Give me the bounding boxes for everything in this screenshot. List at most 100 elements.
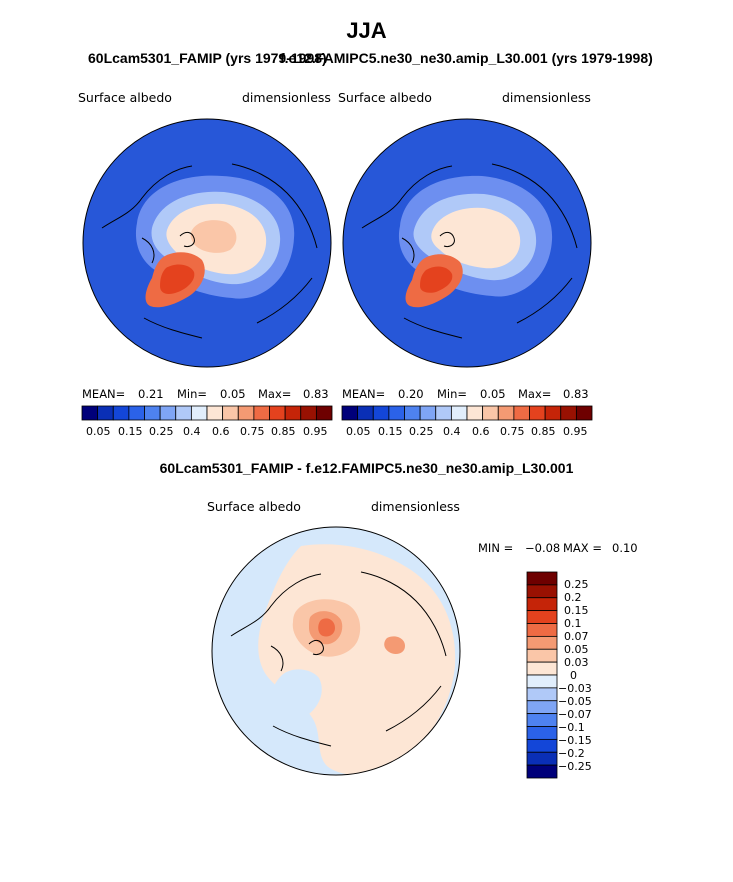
panel-3-positive-region: [258, 544, 456, 775]
panel-1-units-label: dimensionless: [242, 90, 331, 105]
panel-2-colorbar-swatch: [497, 405, 515, 421]
panel-2-colorbar-tick: 0.95: [563, 425, 588, 438]
panel-3-colorbar-swatch: [526, 726, 558, 740]
panel-1-colorbar-swatch: [300, 405, 317, 421]
panel-2-colorbar-swatch: [435, 405, 452, 421]
panel-2-colorbar-tick: 0.6: [472, 425, 490, 438]
panel-2-colorbar-swatch: [404, 405, 421, 421]
panel-3-colorbar-tick: 0: [570, 669, 577, 682]
panel-1-colorbar-swatch: [222, 405, 239, 421]
panel-1-colorbar: [81, 405, 333, 421]
panel-3-colorbar-tick: −0.1: [558, 721, 585, 734]
panel-2-mean-value: 0.20: [398, 387, 424, 401]
panel-1-colorbar-tick: 0.05: [86, 425, 111, 438]
panel-3-colorbar-tick: 0.25: [564, 578, 589, 591]
panel-3-colorbar-swatch: [526, 764, 558, 779]
panel-3-colorbar-tick: 0.03: [564, 656, 589, 669]
panel-1-colorbar-swatch: [253, 405, 270, 421]
panel-3-colorbar-tick: −0.05: [558, 695, 592, 708]
panel-1-title: 60Lcam5301_FAMIP (yrs 1979-1998): [88, 50, 327, 66]
panel-2-units-label: dimensionless: [502, 90, 591, 105]
panel-2-colorbar-swatch: [529, 405, 546, 421]
panel-2-variable-label: Surface albedo: [338, 90, 432, 105]
panel-3-coastline: [230, 571, 447, 747]
panel-2-colorbar-swatch: [575, 405, 593, 421]
panel-3-title: 60Lcam5301_FAMIP - f.e12.FAMIPC5.ne30_ne…: [159, 460, 574, 476]
panel-2-colorbar-tick: 0.05: [346, 425, 371, 438]
panel-1-min-value: 0.05: [220, 387, 246, 401]
panel-1-colorbar-tick: 0.95: [303, 425, 328, 438]
panel-2-colorbar: [341, 405, 593, 421]
panel-3-colorbar-tick: 0.15: [564, 604, 589, 617]
panel-1-colorbar-tick: 0.15: [118, 425, 143, 438]
panel-1-colorbar-swatch: [81, 405, 99, 421]
panel-1-colorbar-swatch: [206, 405, 224, 421]
panel-2-colorbar-swatch: [357, 405, 374, 421]
panel-2-colorbar-swatch: [419, 405, 437, 421]
panel-1-colorbar-swatch: [190, 405, 208, 421]
panel-2-colorbar-swatch: [466, 405, 484, 421]
panel-2-colorbar-tick: 0.75: [500, 425, 525, 438]
panel-1-colorbar-tick: 0.75: [240, 425, 265, 438]
panel-3-positive-anomaly-peak: [318, 618, 335, 637]
panel-1-colorbar-tick: 0.6: [212, 425, 230, 438]
panel-1-colorbar-swatch: [97, 405, 114, 421]
panel-3-colorbar-swatch: [526, 584, 558, 599]
panel-2-colorbar-swatch: [482, 405, 499, 421]
panel-3-colorbar-swatch: [526, 610, 558, 624]
panel-2-colorbar-swatch: [560, 405, 577, 421]
panel-3-units-label: dimensionless: [371, 499, 460, 514]
figure-title: JJA: [346, 18, 387, 43]
panel-2-sea-ice: [431, 207, 521, 269]
panel-3-colorbar-tick: −0.2: [558, 747, 585, 760]
panel-1-ice-core: [190, 220, 237, 253]
panel-3-colorbar-tick: −0.25: [558, 760, 592, 773]
panel-3-colorbar-swatch: [526, 738, 558, 753]
panel-1-colorbar-swatch: [269, 405, 286, 421]
panel-3-colorbar-swatch: [526, 597, 558, 612]
panel-3-colorbar-swatch: [526, 687, 558, 702]
panel-1-colorbar-swatch: [112, 405, 130, 421]
panel-1-colorbar-swatch: [284, 405, 302, 421]
panel-3-colorbar-tick: −0.15: [558, 734, 592, 747]
panel-3-max-value: 0.10: [612, 541, 638, 555]
panel-1-colorbar-tick: 0.4: [183, 425, 201, 438]
panel-3-colorbar-tick: 0.2: [564, 591, 582, 604]
panel-1-colorbar-swatch: [315, 405, 333, 421]
panel-1-colorbar-swatch: [237, 405, 255, 421]
panel-1-map: [82, 118, 332, 368]
panel-1-colorbar-swatch: [144, 405, 161, 421]
panel-1-colorbar-swatch: [159, 405, 177, 421]
panel-2-colorbar-tick: 0.85: [531, 425, 556, 438]
panel-3-min-label: MIN =: [478, 541, 514, 555]
panel-3-colorbar-tick: 0.05: [564, 643, 589, 656]
panel-2-colorbar-tick: 0.4: [443, 425, 461, 438]
panel-2-max-label: Max=: [518, 387, 552, 401]
panel-1-greenland-summit: [160, 264, 195, 294]
panel-3-colorbar-tick: −0.03: [558, 682, 592, 695]
panel-3-colorbar-swatch: [526, 700, 558, 715]
panel-3-colorbar-swatch: [526, 713, 558, 727]
panel-1-coastline: [101, 163, 318, 339]
panel-2-coastline: [361, 163, 578, 339]
panel-1-colorbar-swatch: [128, 405, 145, 421]
panel-3-colorbar-swatch: [526, 635, 558, 650]
panel-2-colorbar-swatch: [341, 405, 359, 421]
panel-1-colorbar-tick: 0.25: [149, 425, 174, 438]
panel-3-colorbar-swatch: [526, 571, 558, 586]
panel-3-colorbar-swatch: [526, 661, 558, 676]
panel-3-max-label: MAX =: [563, 541, 602, 555]
panel-3-colorbar-tick: 0.1: [564, 617, 582, 630]
panel-3-positive-anomaly-east: [384, 636, 405, 654]
panel-1-min-label: Min=: [177, 387, 208, 401]
panel-2-colorbar-tick: 0.15: [378, 425, 403, 438]
panel-2-max-value: 0.83: [563, 387, 589, 401]
panel-1-variable-label: Surface albedo: [78, 90, 172, 105]
panel-2-colorbar-swatch: [372, 405, 390, 421]
panel-2-colorbar-swatch: [513, 405, 530, 421]
panel-2-title: f.e12.FAMIPC5.ne30_ne30.amip_L30.001 (yr…: [280, 50, 653, 66]
panel-1-mean-label: MEAN=: [82, 387, 126, 401]
panel-3-min-value: −0.08: [525, 541, 561, 555]
panel-3-colorbar-swatch: [526, 674, 558, 689]
panel-3-colorbar-swatch: [526, 648, 558, 663]
